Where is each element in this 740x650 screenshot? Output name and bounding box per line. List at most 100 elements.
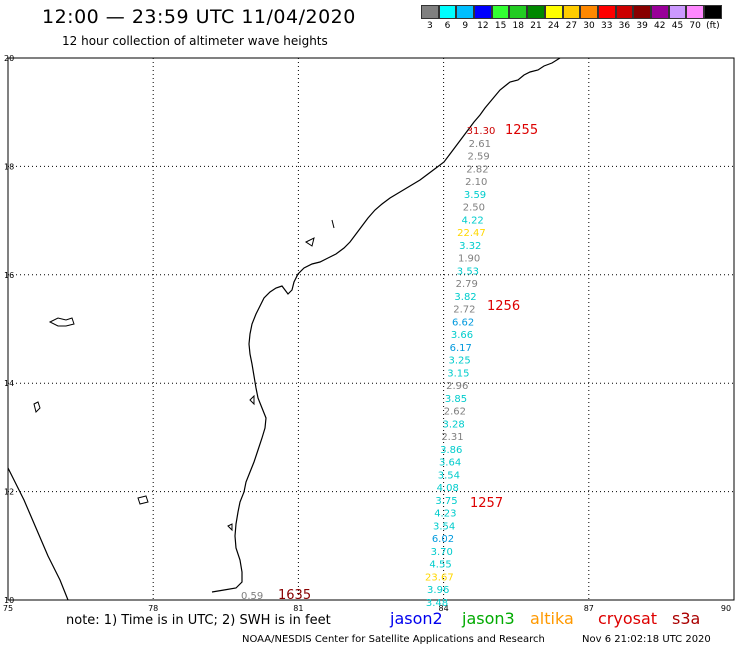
color-scale-label: 36 [618, 21, 631, 31]
generation-timestamp: Nov 6 21:02:18 UTC 2020 [582, 634, 711, 645]
color-scale-label: 18 [512, 21, 524, 31]
wave-height-label: 4.22 [462, 215, 484, 226]
color-scale-legend: 3 6 9 12 15 18 21 24 27 30 33 36 39 42 45 70 (ft) [421, 5, 722, 31]
color-scale-label: 45 [671, 21, 684, 31]
pass-time-labels: 1255 1256 1257 1635 [278, 123, 538, 603]
wave-height-label: 3.15 [447, 368, 469, 379]
color-scale-label: (ft) [706, 21, 720, 31]
wave-height-label: 3.28 [443, 419, 465, 430]
wave-height-label: 3.96 [427, 585, 449, 596]
wave-height-label: 23.67 [425, 572, 454, 583]
color-scale-cell [633, 5, 651, 19]
color-scale-label: 33 [600, 21, 613, 31]
legend-item-jason3: jason3 [462, 609, 515, 628]
pass-time-label: 1255 [505, 123, 538, 138]
wave-height-label: 1.90 [458, 254, 480, 265]
x-tick-label: 87 [584, 604, 594, 613]
wave-height-label: 3.54 [438, 470, 460, 481]
wave-height-label: 2.59 [467, 152, 489, 163]
pass-time-label: 1635 [278, 588, 311, 603]
color-scale-label: 70 [689, 21, 701, 31]
legend-item-altika: altika [530, 609, 574, 628]
wave-height-label: 2.82 [466, 164, 488, 175]
wave-height-label: 4.08 [437, 483, 459, 494]
color-scale-label: 27 [565, 21, 578, 31]
page-title: 12:00 — 23:59 UTC 11/04/2020 [42, 6, 356, 28]
wave-height-label: 3.64 [439, 458, 461, 469]
color-scale-cell [650, 5, 669, 19]
wave-height-label: 2.61 [469, 139, 491, 150]
wave-height-label: 3.75 [435, 496, 457, 507]
color-scale-label: 15 [494, 21, 507, 31]
wave-height-label: 3.82 [454, 292, 476, 303]
color-scale-label: 6 [444, 21, 451, 31]
y-tick-label: 16 [4, 271, 14, 280]
y-tick-label: 10 [4, 596, 14, 605]
legend-item-s3a: s3a [672, 609, 701, 628]
footer-note: note: 1) Time is in UTC; 2) SWH is in fe… [66, 613, 331, 628]
island [249, 394, 255, 406]
wave-height-label: 2.10 [465, 177, 487, 188]
y-tick-label: 20 [4, 54, 14, 63]
color-scale-cell [527, 5, 545, 19]
wave-height-label: 3.32 [459, 241, 481, 252]
pass-time-label: 1257 [470, 496, 503, 511]
color-scale-cell [421, 5, 439, 19]
legend-item-cryosat: cryosat [598, 609, 658, 628]
wave-height-label: 6.62 [452, 317, 474, 328]
color-scale-cells [421, 5, 722, 19]
color-scale-cell [597, 5, 616, 19]
color-scale-label: 42 [654, 21, 666, 31]
color-scale-labels: 3 6 9 12 15 18 21 24 27 30 33 36 39 42 45 70 (ft) [421, 21, 722, 31]
color-scale-cell [544, 5, 563, 19]
wave-height-label: 3.70 [431, 547, 453, 558]
wave-height-label: 22.47 [457, 228, 486, 239]
wave-height-label: 6.02 [432, 534, 454, 545]
coastline-west [7, 467, 69, 601]
wave-height-label: 2.96 [446, 381, 468, 392]
color-scale-cell [456, 5, 475, 19]
x-tick-label: 90 [721, 604, 731, 613]
color-scale-label: 3 [426, 21, 433, 31]
wave-height-label: 4.23 [434, 509, 456, 520]
x-tick-label: 84 [439, 604, 449, 613]
color-scale-label: 30 [583, 21, 595, 31]
wave-height-label: 0.59 [241, 591, 263, 602]
color-scale-label: 21 [530, 21, 542, 31]
wave-height-label: 2.72 [453, 305, 475, 316]
color-scale-label: 24 [547, 21, 560, 31]
x-tick-label: 78 [148, 604, 158, 613]
island [33, 401, 41, 413]
color-scale-cell [686, 5, 704, 19]
color-scale-label: 12 [477, 21, 489, 31]
wave-height-label: 2.50 [463, 203, 485, 214]
map-grid [8, 58, 734, 600]
island [305, 237, 315, 247]
island [227, 523, 233, 532]
wave-height-label: 31.30 [467, 126, 496, 137]
coastline [211, 57, 561, 593]
wave-height-track: 31.30 2.61 2.592.82 2.10 3.59 2.504.22 22.47 3.… [425, 126, 495, 609]
color-scale-cell [491, 5, 510, 19]
y-tick-label: 12 [4, 488, 14, 497]
wave-height-label: 3.48 [426, 598, 448, 609]
color-scale-cell [704, 5, 722, 19]
color-scale-cell [580, 5, 598, 19]
wave-height-label: 2.79 [456, 279, 478, 290]
island [137, 495, 149, 505]
island [48, 317, 75, 327]
color-scale-cell [615, 5, 634, 19]
y-tick-label: 14 [4, 379, 14, 388]
wave-height-label: 2.62 [444, 407, 466, 418]
wave-height-label: 3.85 [445, 394, 467, 405]
color-scale-cell [509, 5, 528, 19]
wave-height-label: 3.86 [440, 445, 462, 456]
map-tick-labels: 75 78 81 84 87 90 10 12 14 16 18 20 [3, 54, 731, 613]
page-subtitle: 12 hour collection of altimeter wave hei… [62, 34, 328, 48]
color-scale-cell [438, 5, 457, 19]
pass-time-label: 1256 [487, 299, 520, 314]
color-scale-cell [474, 5, 492, 19]
legend-item-jason2: jason2 [390, 609, 443, 628]
wave-height-label: 4.55 [429, 560, 451, 571]
